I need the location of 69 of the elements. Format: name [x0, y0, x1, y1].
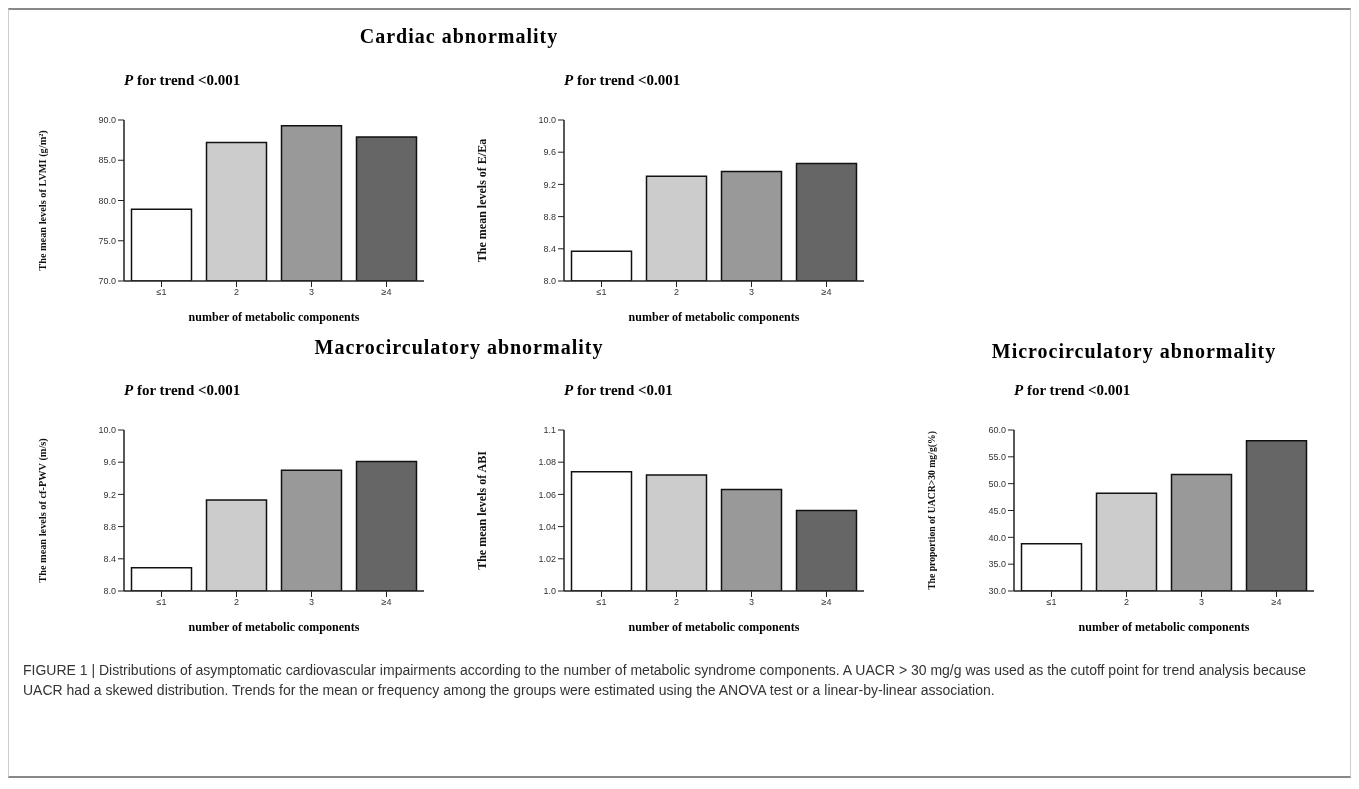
y-tick-label: 8.0	[103, 586, 116, 597]
y-tick-label: 1.02	[538, 553, 556, 564]
y-tick-label: 80.0	[98, 195, 116, 206]
y-tick-label: 1.08	[538, 457, 556, 468]
x-axis-title: number of metabolic components	[188, 620, 360, 634]
y-tick-label: 8.0	[543, 276, 556, 287]
chart-subtitle: P for trend <0.001	[124, 71, 242, 90]
y-tick-label: 8.4	[543, 244, 556, 254]
x-tick-label: ≥4	[1271, 597, 1282, 608]
x-tick-label: 3	[748, 597, 755, 608]
y-tick-label: 1.0	[543, 586, 556, 597]
y-tick-label: 30.0	[988, 586, 1006, 597]
y-axis-title: The mean levels of E/Ea	[475, 138, 490, 263]
y-tick-label: 10.0	[98, 425, 116, 436]
y-tick-label: 8.8	[543, 211, 556, 222]
y-tick-label: 8.4	[103, 553, 116, 564]
x-tick-label: ≥4	[381, 597, 392, 608]
chart-subtitle: P for trend <0.001	[1014, 381, 1132, 400]
y-tick-label: 9.6	[543, 147, 556, 158]
x-axis-title: number of metabolic components	[628, 310, 800, 324]
y-axis-title: The mean levels of LVMI (g/m²)	[36, 130, 49, 271]
y-tick-label: 9.2	[543, 179, 556, 190]
x-tick-label: 3	[748, 287, 755, 298]
x-tick-label: ≤1	[1046, 597, 1057, 608]
x-tick-label: 3	[308, 287, 315, 298]
chart-title: Macrocirculatory abnormality	[314, 336, 604, 358]
y-tick-label: 9.2	[103, 489, 116, 500]
x-tick-label: 2	[673, 597, 680, 608]
x-tick-label: ≤1	[156, 597, 167, 608]
x-tick-label: ≥4	[381, 287, 392, 298]
x-axis-title: number of metabolic components	[1078, 620, 1250, 634]
y-axis-title: The mean levels of ABI	[475, 450, 490, 570]
y-tick-label: 60.0	[988, 425, 1006, 436]
x-tick-label: 2	[1123, 597, 1130, 608]
chart-subtitle: P for trend <0.001	[124, 381, 242, 400]
x-tick-label: ≥4	[821, 597, 832, 608]
chart-subtitle: P for trend <0.01	[564, 381, 674, 400]
x-tick-label: 2	[233, 597, 240, 608]
y-tick-label: 1.1	[543, 425, 556, 436]
y-tick-label: 90.0	[98, 115, 116, 126]
x-tick-label: 3	[1198, 597, 1205, 608]
chart-title: Microcirculatory abnormality	[991, 340, 1277, 362]
caption: FIGURE 1 | Distributions of asymptomatic cardiovascular impairments according to the number of metabolic syndrome components. A UACR > 30 mg/g was used as the cutoff point for trend analysis because UACR had a skewed distribution. Trends for the mean or frequency among the groups were estimated using the ANOVA test or a linear-by-linear association.	[23, 662, 1307, 698]
y-tick-label: 8.8	[103, 521, 116, 532]
x-axis-title: number of metabolic components	[628, 620, 800, 634]
y-tick-label: 75.0	[98, 235, 116, 246]
y-tick-label: 45.0	[988, 505, 1006, 516]
y-tick-label: 35.0	[988, 559, 1006, 570]
x-tick-label: 2	[673, 287, 680, 298]
y-tick-label: 1.06	[538, 489, 556, 500]
y-tick-label: 40.0	[988, 532, 1006, 543]
x-tick-label: ≤1	[596, 287, 607, 298]
y-tick-label: 55.0	[988, 452, 1006, 463]
x-tick-label: 2	[233, 287, 240, 298]
x-tick-label: ≤1	[156, 287, 167, 298]
y-tick-label: 50.0	[988, 478, 1006, 489]
x-axis-title: number of metabolic components	[188, 310, 360, 324]
x-tick-label: ≤1	[596, 597, 607, 608]
chart-subtitle: P for trend <0.001	[564, 71, 682, 90]
x-tick-label: 3	[308, 597, 315, 608]
y-axis-title: The proportion of UACR>30 mg/g(%)	[926, 431, 939, 590]
chart-title: Cardiac abnormality	[359, 25, 559, 47]
y-tick-label: 85.0	[98, 155, 116, 166]
y-tick-label: 10.0	[538, 115, 556, 126]
y-tick-label: 9.6	[103, 457, 116, 468]
y-axis-title: The mean levels of cf-PWV (m/s)	[36, 438, 49, 583]
y-tick-label: 70.0	[98, 276, 116, 287]
y-tick-label: 1.04	[538, 521, 556, 532]
x-tick-label: ≥4	[821, 287, 832, 298]
